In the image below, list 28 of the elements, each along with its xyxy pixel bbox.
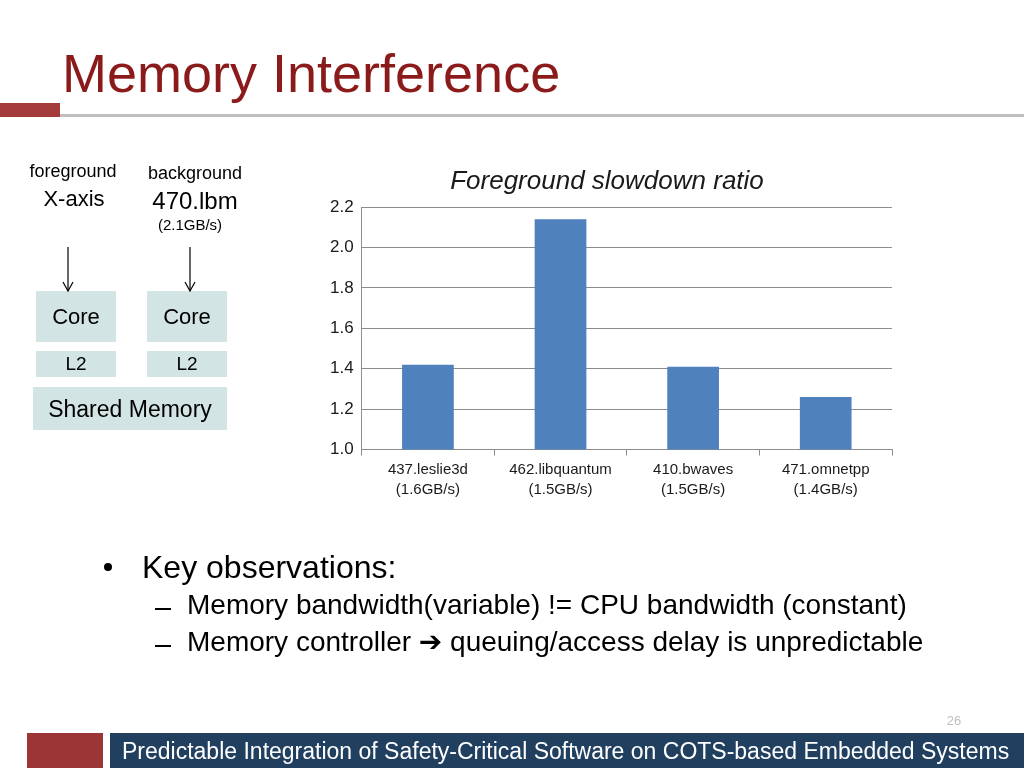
text: (2.1GB/s) [157, 216, 223, 234]
text: L2 [65, 353, 87, 375]
text: Core [52, 304, 100, 330]
text: Core [163, 304, 211, 330]
text: Predictable Integration of Safety-Critical Software on COTS-based Embedded Systems [122, 737, 1010, 765]
chart-subtitle: Foreground slowdown ratio [450, 164, 764, 195]
text: Memory bandwidth(variable) != CPU bandwidth (constant) [187, 588, 907, 622]
y-tick-label: 1.6 [329, 318, 354, 338]
y-tick-label: 2.2 [329, 196, 354, 216]
chart-title: Memory Interference [62, 43, 561, 104]
y-tick-label: 1.8 [329, 277, 354, 297]
y-tick-label: 1.0 [329, 439, 354, 459]
text: Memory controller ➔ queuing/access delay is unpredictable [187, 625, 924, 659]
x-tick-label: 471.omnetpp (1.4GB/s) [781, 459, 870, 498]
text: X-axis [43, 186, 105, 212]
text: background [147, 162, 243, 184]
y-tick-label: 1.4 [329, 358, 354, 378]
x-tick-label: 410.bwaves (1.5GB/s) [653, 459, 734, 498]
text: Shared Memory [48, 395, 212, 423]
text: 26 [946, 712, 962, 729]
text: 470.lbm [152, 187, 238, 215]
text: Key observations: [142, 548, 397, 586]
y-tick-label: 1.2 [329, 398, 354, 418]
y-tick-label: 2.0 [329, 237, 354, 257]
x-tick-label: 437.leslie3d (1.6GB/s) [387, 459, 468, 498]
text: foreground [29, 160, 117, 182]
x-tick-label: 462.libquantum (1.5GB/s) [509, 459, 612, 498]
text: L2 [176, 353, 198, 375]
